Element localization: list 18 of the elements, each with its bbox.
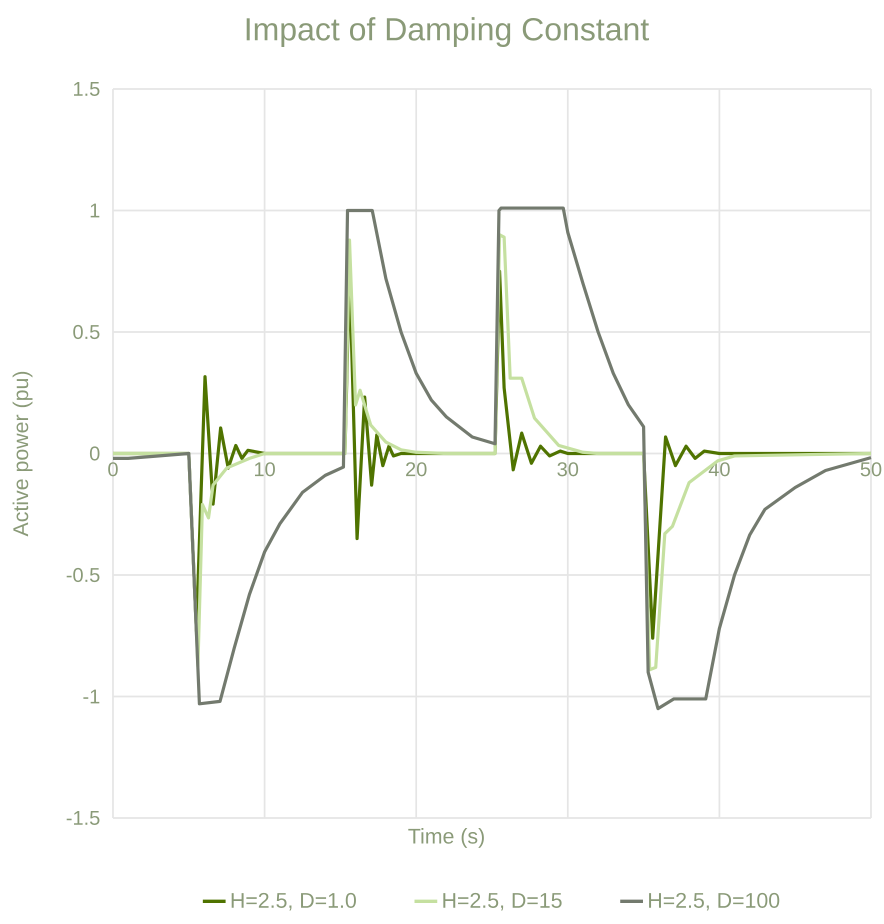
y-tick-label: 0: [90, 446, 100, 461]
y-tick-label: -1: [83, 690, 100, 704]
legend-label: H=2.5, D=15: [443, 892, 562, 910]
y-tick-label: 1: [90, 204, 100, 218]
legend-label: H=2.5, D=100: [649, 892, 780, 910]
y-axis-title: Active power (pu): [12, 372, 32, 536]
y-tick-label: 1.5: [74, 82, 100, 96]
x-tick-label: 50: [860, 462, 882, 476]
x-tick-label: 0: [108, 462, 118, 476]
chart-title: Impact of Damping Constant: [246, 17, 649, 47]
x-axis-title: Time (s): [408, 828, 484, 848]
x-tick-label: 10: [255, 462, 275, 476]
y-tick-label: 0.5: [73, 324, 100, 340]
x-tick-label: 30: [557, 462, 578, 476]
y-tick-label: -0.5: [66, 568, 100, 582]
y-tick-label: -1.5: [66, 811, 100, 825]
legend-label: H=2.5, D=1.0: [232, 892, 356, 910]
x-tick-label: 20: [406, 462, 427, 476]
